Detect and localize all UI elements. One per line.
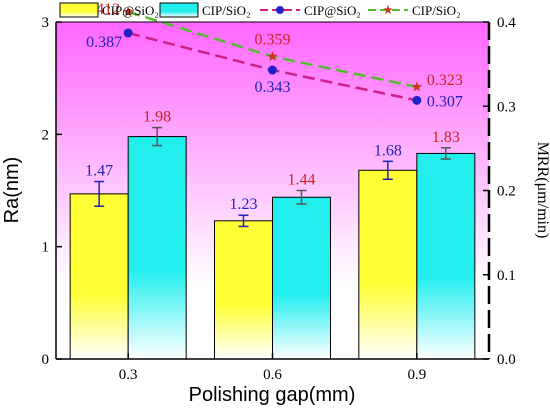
line-marker: [412, 95, 422, 105]
y-tick-label: 2: [42, 127, 50, 143]
y2-axis-title: MRR(μm/min): [534, 142, 550, 239]
bar-value-label: 1.44: [288, 172, 316, 189]
legend-marker: [383, 5, 393, 14]
legend-swatch: [159, 2, 199, 18]
y-tick-label: 1: [42, 240, 50, 256]
bar-value-label: 1.98: [143, 109, 171, 126]
y2-tick-label: 0.1: [497, 268, 516, 284]
line-marker: [267, 51, 278, 61]
bar: [272, 196, 331, 360]
bar: [127, 136, 187, 360]
y-axis-title: Ra(nm): [1, 157, 23, 224]
y2-tick-label: 0.0: [497, 352, 516, 368]
line-value-label: 0.359: [255, 32, 291, 49]
x-tick-label: 0.9: [407, 367, 426, 383]
y-tick-label: 0: [42, 352, 50, 368]
line-marker: [268, 65, 277, 75]
line-value-label: 0.323: [427, 72, 463, 89]
x-tick-label: 0.6: [263, 367, 282, 383]
line-marker: [122, 6, 134, 17]
bar: [358, 169, 418, 360]
legend: CIP@SiO₂ CIP/SiO₂ CIP@SiO₂ CIP/SiO₂: [59, 2, 461, 18]
bar-value-label: 1.68: [374, 142, 402, 159]
line-value-label: 0.307: [427, 93, 463, 110]
line-value-label: 0.343: [255, 79, 291, 96]
bar-value-label: 1.83: [432, 129, 460, 146]
line-value-label: 0.387: [86, 34, 122, 51]
y2-tick-label: 0.3: [497, 99, 516, 115]
y-tick-label: 3: [42, 15, 50, 31]
legend-swatch: [59, 2, 99, 18]
legend-label: CIP/SiO₂: [412, 3, 461, 18]
bar-value-label: 1.47: [85, 163, 113, 180]
y2-tick-label: 0.4: [497, 15, 516, 31]
bar-value-label: 1.23: [230, 196, 258, 213]
x-tick-label: 0.3: [119, 367, 138, 383]
line-marker: [411, 81, 423, 92]
y2-tick-label: 0.2: [497, 184, 516, 200]
line-marker: [123, 28, 133, 38]
bar: [69, 193, 129, 360]
bar: [416, 152, 476, 360]
bar: [214, 220, 273, 360]
legend-marker: [276, 6, 284, 14]
legend-label: CIP@SiO₂: [102, 3, 159, 18]
legend-label: CIP@SiO₂: [304, 3, 361, 18]
legend-label: CIP/SiO₂: [202, 3, 251, 18]
x-axis-title: Polishing gap(mm): [189, 384, 356, 406]
